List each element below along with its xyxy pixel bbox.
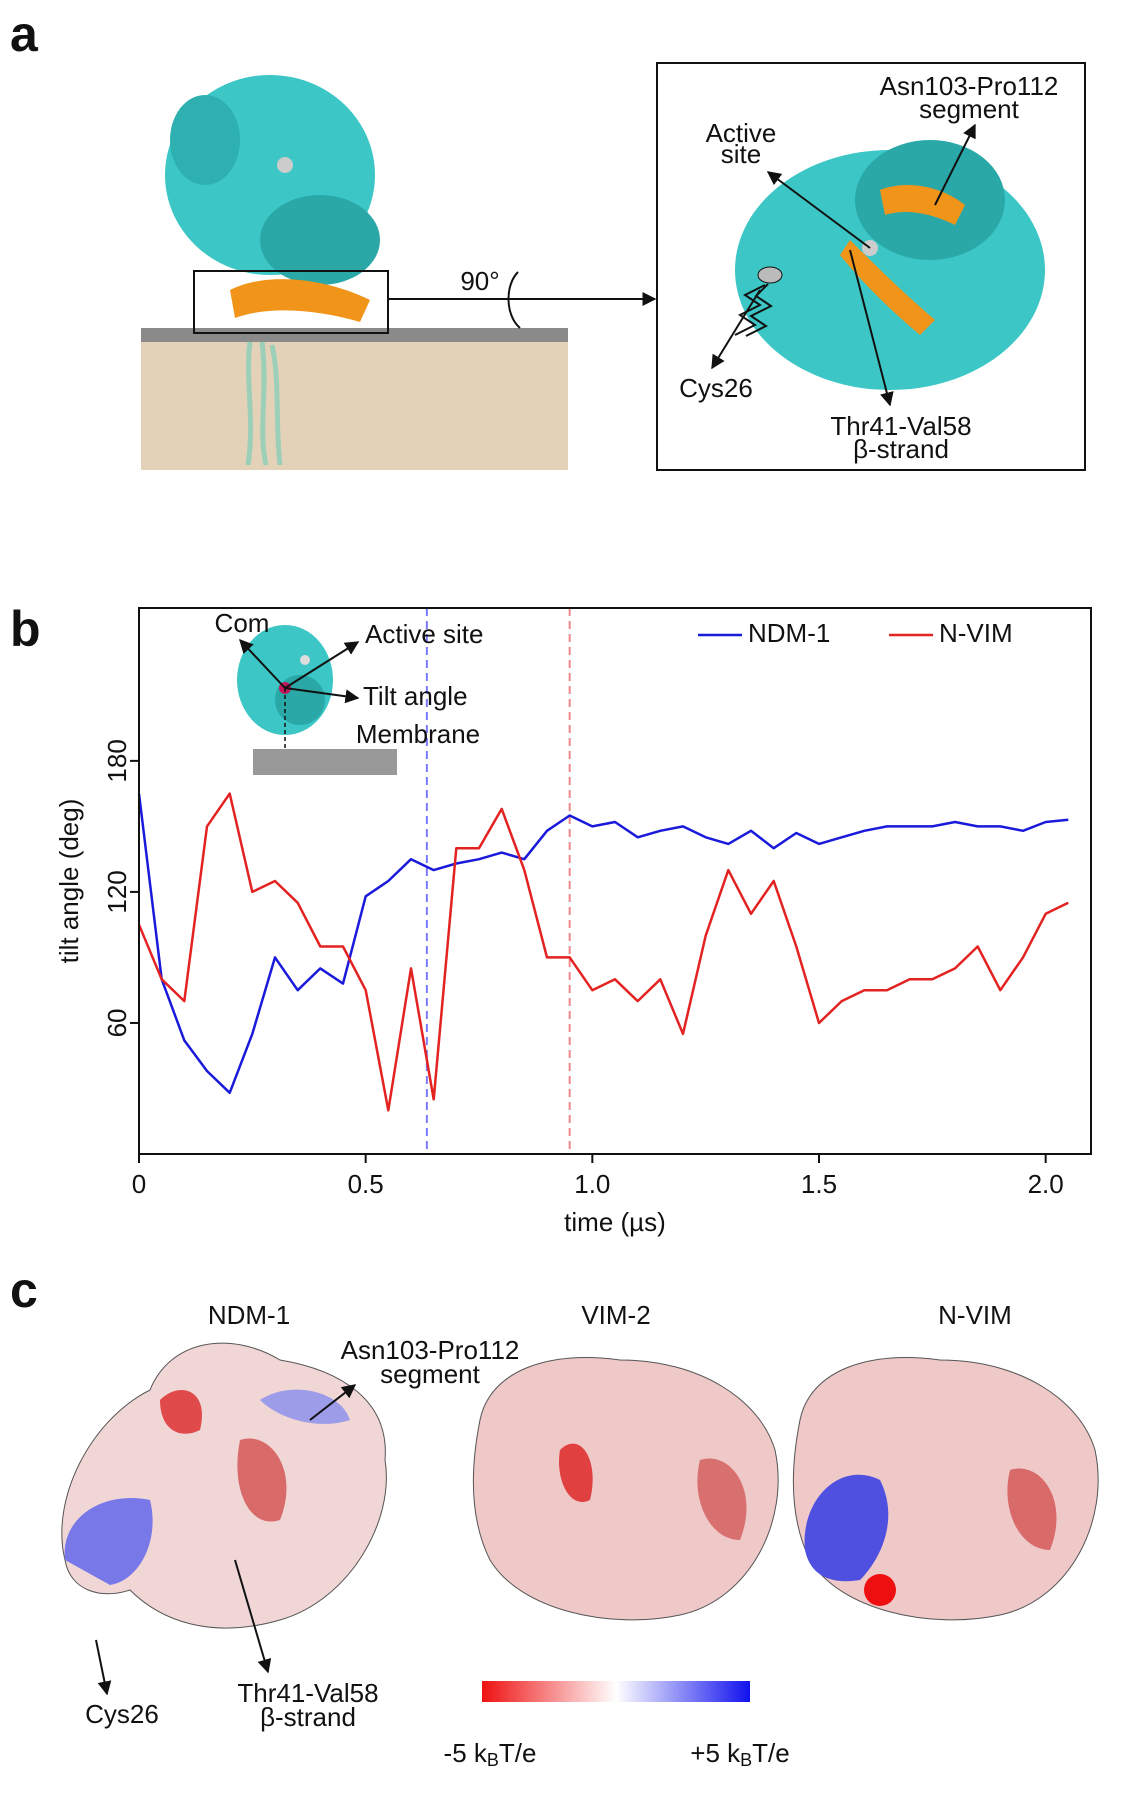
x-tick-label: 2.0: [1028, 1169, 1064, 1199]
x-tick-label: 1.0: [574, 1169, 610, 1199]
legend-label: N-VIM: [939, 618, 1013, 648]
annotation: segment: [919, 94, 1019, 124]
x-tick-label: 0.5: [348, 1169, 384, 1199]
annotation: Asn103-Pro112: [341, 1335, 520, 1365]
annotation: Asn103-Pro112: [880, 71, 1059, 101]
series-line: [137, 792, 1069, 1112]
inset-label: Membrane: [356, 719, 480, 749]
rotation-label: 90°: [460, 266, 499, 296]
annotation: Cys26: [85, 1699, 159, 1729]
membrane-structure: [141, 75, 657, 470]
surface-title: N-VIM: [938, 1300, 1012, 1330]
annotation: Active: [706, 118, 777, 148]
legend-label: NDM-1: [748, 618, 830, 648]
y-tick-label: 180: [102, 739, 132, 782]
annotation: β-strand: [260, 1702, 356, 1732]
y-tick-label: 120: [102, 870, 132, 913]
line-chart: 0 0.5 1.0 1.5 2.0 60 120 180 time (µs) tilt angle…: [54, 607, 1092, 1237]
inset: [237, 625, 397, 775]
series-line: [137, 793, 1069, 1095]
surfaces: [61, 1342, 1099, 1702]
x-axis-label: time (µs): [564, 1207, 666, 1237]
y-tick-label: 60: [102, 1008, 132, 1037]
colorbar-label: -5 kBT/e: [444, 1738, 537, 1770]
panel-label: c: [10, 1262, 38, 1318]
surface-title: VIM-2: [581, 1300, 650, 1330]
annotation: Cys26: [679, 373, 753, 403]
inset-label: Com: [215, 608, 270, 638]
panel-label: b: [10, 601, 41, 657]
zoom-structure: [656, 62, 1086, 471]
inset-label: Active site: [365, 619, 484, 649]
panel-label: a: [10, 6, 39, 62]
annotation: Thr41-Val58: [830, 411, 971, 441]
x-tick-label: 1.5: [801, 1169, 837, 1199]
colorbar-label: +5 kBT/e: [690, 1738, 789, 1770]
annotation: segment: [380, 1359, 480, 1389]
x-tick-label: 0: [132, 1169, 146, 1199]
inset-label: Tilt angle: [363, 681, 468, 711]
surface-title: NDM-1: [208, 1300, 290, 1330]
annotation: Thr41-Val58: [237, 1678, 378, 1708]
annotation: β-strand: [853, 434, 949, 464]
y-axis-label: tilt angle (deg): [54, 799, 84, 964]
annotation: site: [721, 139, 761, 169]
plot-frame: [138, 607, 1092, 1155]
